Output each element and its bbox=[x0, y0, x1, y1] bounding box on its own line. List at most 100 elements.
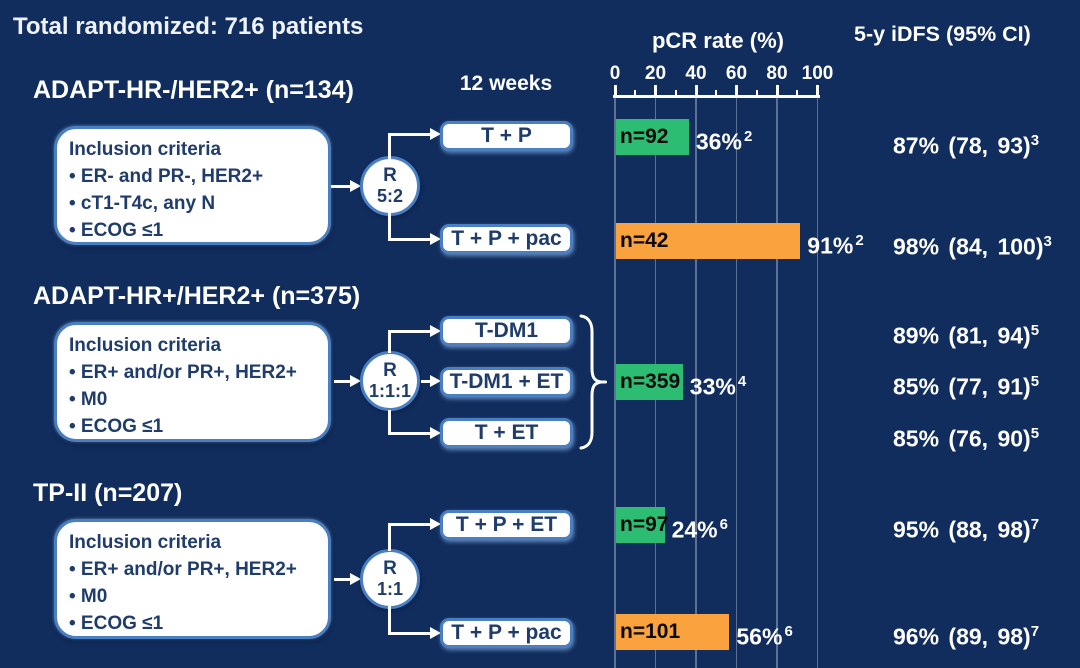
connector-line bbox=[387, 431, 432, 435]
bar-n-label: n=101 bbox=[620, 620, 681, 643]
arm-box-t-p-et: T + P + ET bbox=[440, 510, 573, 540]
connector-line bbox=[387, 213, 391, 240]
axis-tick-minor bbox=[634, 90, 637, 95]
bar-n-label: n=92 bbox=[620, 125, 669, 148]
connector-line bbox=[387, 606, 391, 634]
arrow-icon bbox=[430, 518, 441, 530]
axis-gridline bbox=[816, 97, 819, 668]
pcr-value-label: 33% 4 bbox=[689, 373, 747, 400]
pcr-value-label: 91% 2 bbox=[807, 232, 864, 259]
bar-n-label: n=97 bbox=[620, 513, 669, 536]
axis-tick-label: 80 bbox=[766, 63, 788, 84]
axis-tick-minor bbox=[796, 90, 799, 95]
footnote-ref: 4 bbox=[737, 373, 747, 390]
inclusion-item: • ER- and PR-, HER2+ bbox=[69, 166, 264, 187]
arrow-icon bbox=[430, 375, 441, 387]
section-header-adapt-hr-neg: ADAPT-HR-/HER2+ (n=134) bbox=[33, 76, 354, 104]
connector-line bbox=[387, 331, 391, 353]
arm-box-t-dm1-et: T-DM1 + ET bbox=[440, 367, 573, 397]
axis-gridline bbox=[614, 97, 616, 668]
idfs-value: 87% (78, 93)3 bbox=[893, 132, 1040, 159]
pcr-value-label: 36% 2 bbox=[695, 128, 753, 155]
footnote-ref: 6 bbox=[719, 516, 728, 533]
section-header-adapt-hr-pos: ADAPT-HR+/HER2+ (n=375) bbox=[33, 282, 361, 310]
footnote-ref: 5 bbox=[1030, 425, 1040, 442]
inclusion-title: Inclusion criteria bbox=[69, 532, 222, 553]
connector-line bbox=[421, 380, 432, 383]
inclusion-box-adapt-hr-pos: Inclusion criteria • ER+ and/or PR+, HER… bbox=[54, 322, 331, 442]
idfs-value: 85% (77, 91)5 bbox=[893, 373, 1040, 400]
axis-tick-label: 100 bbox=[801, 63, 834, 84]
axis-tick-major bbox=[654, 85, 657, 95]
arm-box-t-p: T + P bbox=[440, 121, 573, 151]
footnote-ref: 7 bbox=[1030, 623, 1040, 640]
grouping-brace bbox=[579, 314, 607, 450]
arrow-icon bbox=[430, 324, 441, 337]
axis-tick-major bbox=[694, 85, 698, 95]
randomization-circle-s1: R 5:2 bbox=[360, 155, 420, 216]
connector-line bbox=[387, 524, 391, 551]
axis-tick-major bbox=[735, 85, 738, 95]
inclusion-item: • M0 bbox=[69, 586, 108, 607]
arrow-icon bbox=[350, 572, 361, 585]
randomization-ratio: 1:1:1 bbox=[368, 381, 412, 401]
axis-tick-minor bbox=[755, 90, 758, 95]
footnote-ref: 6 bbox=[784, 623, 793, 640]
axis-tick-label: 60 bbox=[725, 63, 748, 84]
idfs-value: 85% (76, 90)5 bbox=[893, 425, 1040, 452]
page-title: Total randomized: 716 patients bbox=[13, 13, 364, 40]
axis-gridline bbox=[776, 97, 778, 668]
arm-box-t-p-pac-2: T + P + pac bbox=[440, 618, 573, 648]
arrow-icon bbox=[430, 127, 441, 140]
randomization-circle-s2: R 1:1:1 bbox=[360, 351, 420, 411]
connector-line bbox=[387, 132, 432, 136]
randomization-circle-s3: R 1:1 bbox=[360, 548, 420, 609]
pcr-bar-t-p-pac: n=42 bbox=[616, 223, 801, 259]
inclusion-item: • ER+ and/or PR+, HER2+ bbox=[69, 559, 297, 580]
arrow-icon bbox=[350, 179, 361, 192]
inclusion-item: • ECOG ≤1 bbox=[69, 613, 164, 634]
inclusion-item: • ECOG ≤1 bbox=[69, 220, 164, 241]
footnote-ref: 5 bbox=[1030, 373, 1040, 390]
timepoint-header: 12 weeks bbox=[459, 72, 553, 95]
axis-tick-label: 40 bbox=[685, 63, 707, 84]
axis-tick-major bbox=[775, 85, 779, 95]
randomization-r: R bbox=[383, 164, 397, 186]
inclusion-item: • ER+ and/or PR+, HER2+ bbox=[69, 362, 297, 383]
axis-tick-major bbox=[816, 85, 819, 95]
randomization-r: R bbox=[383, 557, 397, 579]
randomization-ratio: 1:1 bbox=[376, 578, 403, 599]
section-header-tp-ii: TP-II (n=207) bbox=[33, 479, 183, 507]
inclusion-item: • M0 bbox=[69, 389, 108, 410]
pcr-value-label: 24% 6 bbox=[671, 516, 728, 543]
axis-tick-minor bbox=[715, 90, 718, 95]
idfs-value: 95% (88, 98)7 bbox=[893, 516, 1040, 543]
bar-n-label: n=359 bbox=[620, 370, 681, 393]
footnote-ref: 2 bbox=[855, 232, 864, 249]
connector-line bbox=[387, 631, 432, 635]
randomization-ratio: 5:2 bbox=[376, 185, 403, 206]
arrow-icon bbox=[350, 375, 361, 387]
idfs-value: 98% (84, 100)3 bbox=[893, 233, 1052, 260]
axis-line bbox=[613, 94, 820, 98]
connector-line bbox=[387, 237, 432, 241]
axis-tick-major bbox=[613, 85, 617, 95]
inclusion-title: Inclusion criteria bbox=[69, 335, 222, 356]
axis-tick-minor bbox=[674, 90, 677, 95]
axis-tick-label: 20 bbox=[644, 63, 667, 84]
pcr-bar-t-p-et: n=97 bbox=[616, 507, 669, 543]
pcr-bar-t-p-pac-2: n=101 bbox=[616, 614, 730, 650]
axis-gridline bbox=[735, 97, 738, 668]
arrow-icon bbox=[430, 232, 441, 245]
connector-line bbox=[331, 184, 352, 188]
footnote-ref: 3 bbox=[1030, 132, 1040, 149]
connector-line bbox=[387, 523, 432, 526]
connector-line bbox=[334, 577, 352, 581]
inclusion-title: Inclusion criteria bbox=[69, 139, 222, 160]
randomization-r: R bbox=[383, 360, 397, 381]
connector-line bbox=[334, 380, 352, 383]
idfs-column-header: 5-y iDFS (95% CI) bbox=[854, 22, 1031, 46]
footnote-ref: 7 bbox=[1030, 516, 1040, 533]
pcr-value-label: 56% 6 bbox=[736, 623, 793, 650]
